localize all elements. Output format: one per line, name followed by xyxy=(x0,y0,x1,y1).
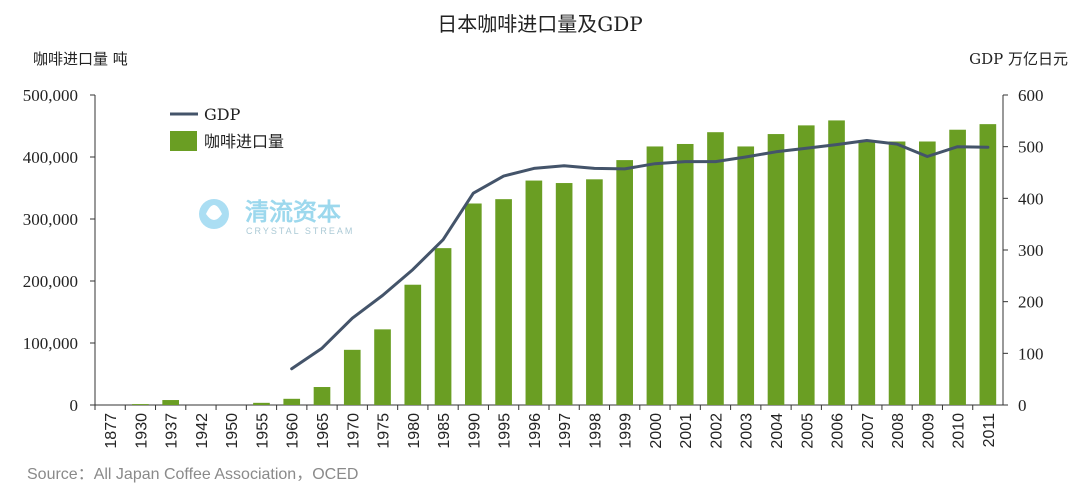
x-tick-label: 1985 xyxy=(436,413,453,449)
x-tick-label: 1975 xyxy=(376,413,393,449)
watermark-logo-icon xyxy=(199,199,229,229)
right-tick-label: 600 xyxy=(1018,86,1044,105)
x-tick-label: 1970 xyxy=(345,413,362,449)
left-tick-label: 100,000 xyxy=(23,334,78,353)
bar-coffee-1955 xyxy=(253,402,270,405)
x-tick-label: 1990 xyxy=(466,413,483,449)
bar-coffee-1985 xyxy=(434,248,452,405)
bar-coffee-2001 xyxy=(676,143,694,406)
legend-coffee-label: 咖啡进口量 xyxy=(204,132,284,151)
right-tick-label: 0 xyxy=(1018,396,1027,415)
bar-coffee-2007 xyxy=(858,140,876,405)
bar-coffee-1965 xyxy=(313,387,331,405)
x-tick-label: 2003 xyxy=(739,413,756,449)
bar-coffee-2005 xyxy=(797,125,815,405)
x-tick-label: 2008 xyxy=(890,413,907,449)
bar-coffee-1990 xyxy=(465,203,482,405)
right-tick-label: 500 xyxy=(1018,138,1044,157)
right-axis-unit: GDP 万亿日元 xyxy=(969,50,1068,68)
bar-coffee-2004 xyxy=(767,134,785,405)
bar-coffee-1975 xyxy=(374,329,391,405)
bar-coffee-2009 xyxy=(919,141,936,405)
bar-coffee-2010 xyxy=(949,129,966,405)
x-tick-label: 2010 xyxy=(951,413,968,449)
bar-coffee-1980 xyxy=(404,284,422,405)
bar-coffee-2003 xyxy=(737,146,755,405)
x-tick-label: 2000 xyxy=(648,413,665,449)
x-tick-label: 1942 xyxy=(194,413,211,449)
x-tick-label: 2011 xyxy=(981,413,998,448)
right-tick-label: 400 xyxy=(1018,189,1044,208)
x-tick-label: 2007 xyxy=(860,413,877,449)
legend: GDP 咖啡进口量 xyxy=(170,105,284,151)
left-tick-label: 300,000 xyxy=(23,210,78,229)
left-axis-unit: 咖啡进口量 吨 xyxy=(33,50,128,68)
right-tick-label: 100 xyxy=(1018,344,1044,363)
left-tick-label: 400,000 xyxy=(23,148,78,167)
bar-coffee-1995 xyxy=(495,199,512,405)
left-tick-label: 200,000 xyxy=(23,272,78,291)
watermark-name-cn: 清流资本 xyxy=(245,198,341,226)
bar-coffee-1937 xyxy=(162,400,179,405)
right-tick-label: 200 xyxy=(1018,293,1044,312)
x-tick-label: 1960 xyxy=(285,413,302,449)
x-tick-label: 1937 xyxy=(164,413,181,449)
x-tick-label: 2006 xyxy=(830,413,847,449)
bar-coffee-1930 xyxy=(132,404,149,405)
bar-coffee-1997 xyxy=(555,183,573,405)
watermark: 清流资本 CRYSTAL STREAM xyxy=(199,198,354,236)
x-tick-label: 1877 xyxy=(103,413,120,449)
x-tick-label: 1995 xyxy=(497,413,514,449)
bar-coffee-1996 xyxy=(525,180,543,405)
x-tick-label: 1965 xyxy=(315,413,332,449)
x-tick-label: 1999 xyxy=(618,413,635,449)
bar-coffee-1970 xyxy=(343,349,361,405)
x-tick-label: 1955 xyxy=(254,413,271,449)
bar-coffee-1999 xyxy=(616,160,633,405)
x-tick-label: 1930 xyxy=(133,413,150,449)
legend-coffee-swatch xyxy=(170,131,197,151)
x-tick-label: 1980 xyxy=(406,413,423,449)
x-tick-label: 1996 xyxy=(527,413,544,449)
x-tick-label: 1997 xyxy=(557,413,574,449)
legend-gdp-label: GDP xyxy=(204,105,241,124)
x-tick-label: 2002 xyxy=(708,413,725,449)
source-note: Source：All Japan Coffee Association，OCED xyxy=(27,466,358,483)
chart-title: 日本咖啡进口量及GDP xyxy=(437,12,642,36)
right-tick-label: 300 xyxy=(1018,241,1044,260)
watermark-name-en: CRYSTAL STREAM xyxy=(246,226,354,236)
bar-coffee-2002 xyxy=(707,132,724,405)
bar-coffee-2006 xyxy=(828,120,845,406)
x-tick-label: 2009 xyxy=(920,413,937,449)
x-tick-label: 2001 xyxy=(678,413,695,449)
bar-coffee-1998 xyxy=(586,179,603,405)
x-tick-label: 1950 xyxy=(224,413,241,449)
bar-coffee-2011 xyxy=(979,124,997,405)
x-tick-label: 1998 xyxy=(587,413,604,449)
plot-area: 0 100,000 200,000 300,000 400,000 500,000 0 100… xyxy=(23,86,1044,449)
x-tick-label: 2005 xyxy=(799,413,816,449)
line-gdp xyxy=(290,139,990,371)
bar-coffee-2008 xyxy=(888,141,906,405)
left-tick-label: 0 xyxy=(70,396,79,415)
bar-coffee-1960 xyxy=(283,398,301,405)
left-tick-label: 500,000 xyxy=(23,86,78,105)
bar-coffee-2000 xyxy=(646,146,664,405)
x-tick-label: 2004 xyxy=(769,413,786,449)
